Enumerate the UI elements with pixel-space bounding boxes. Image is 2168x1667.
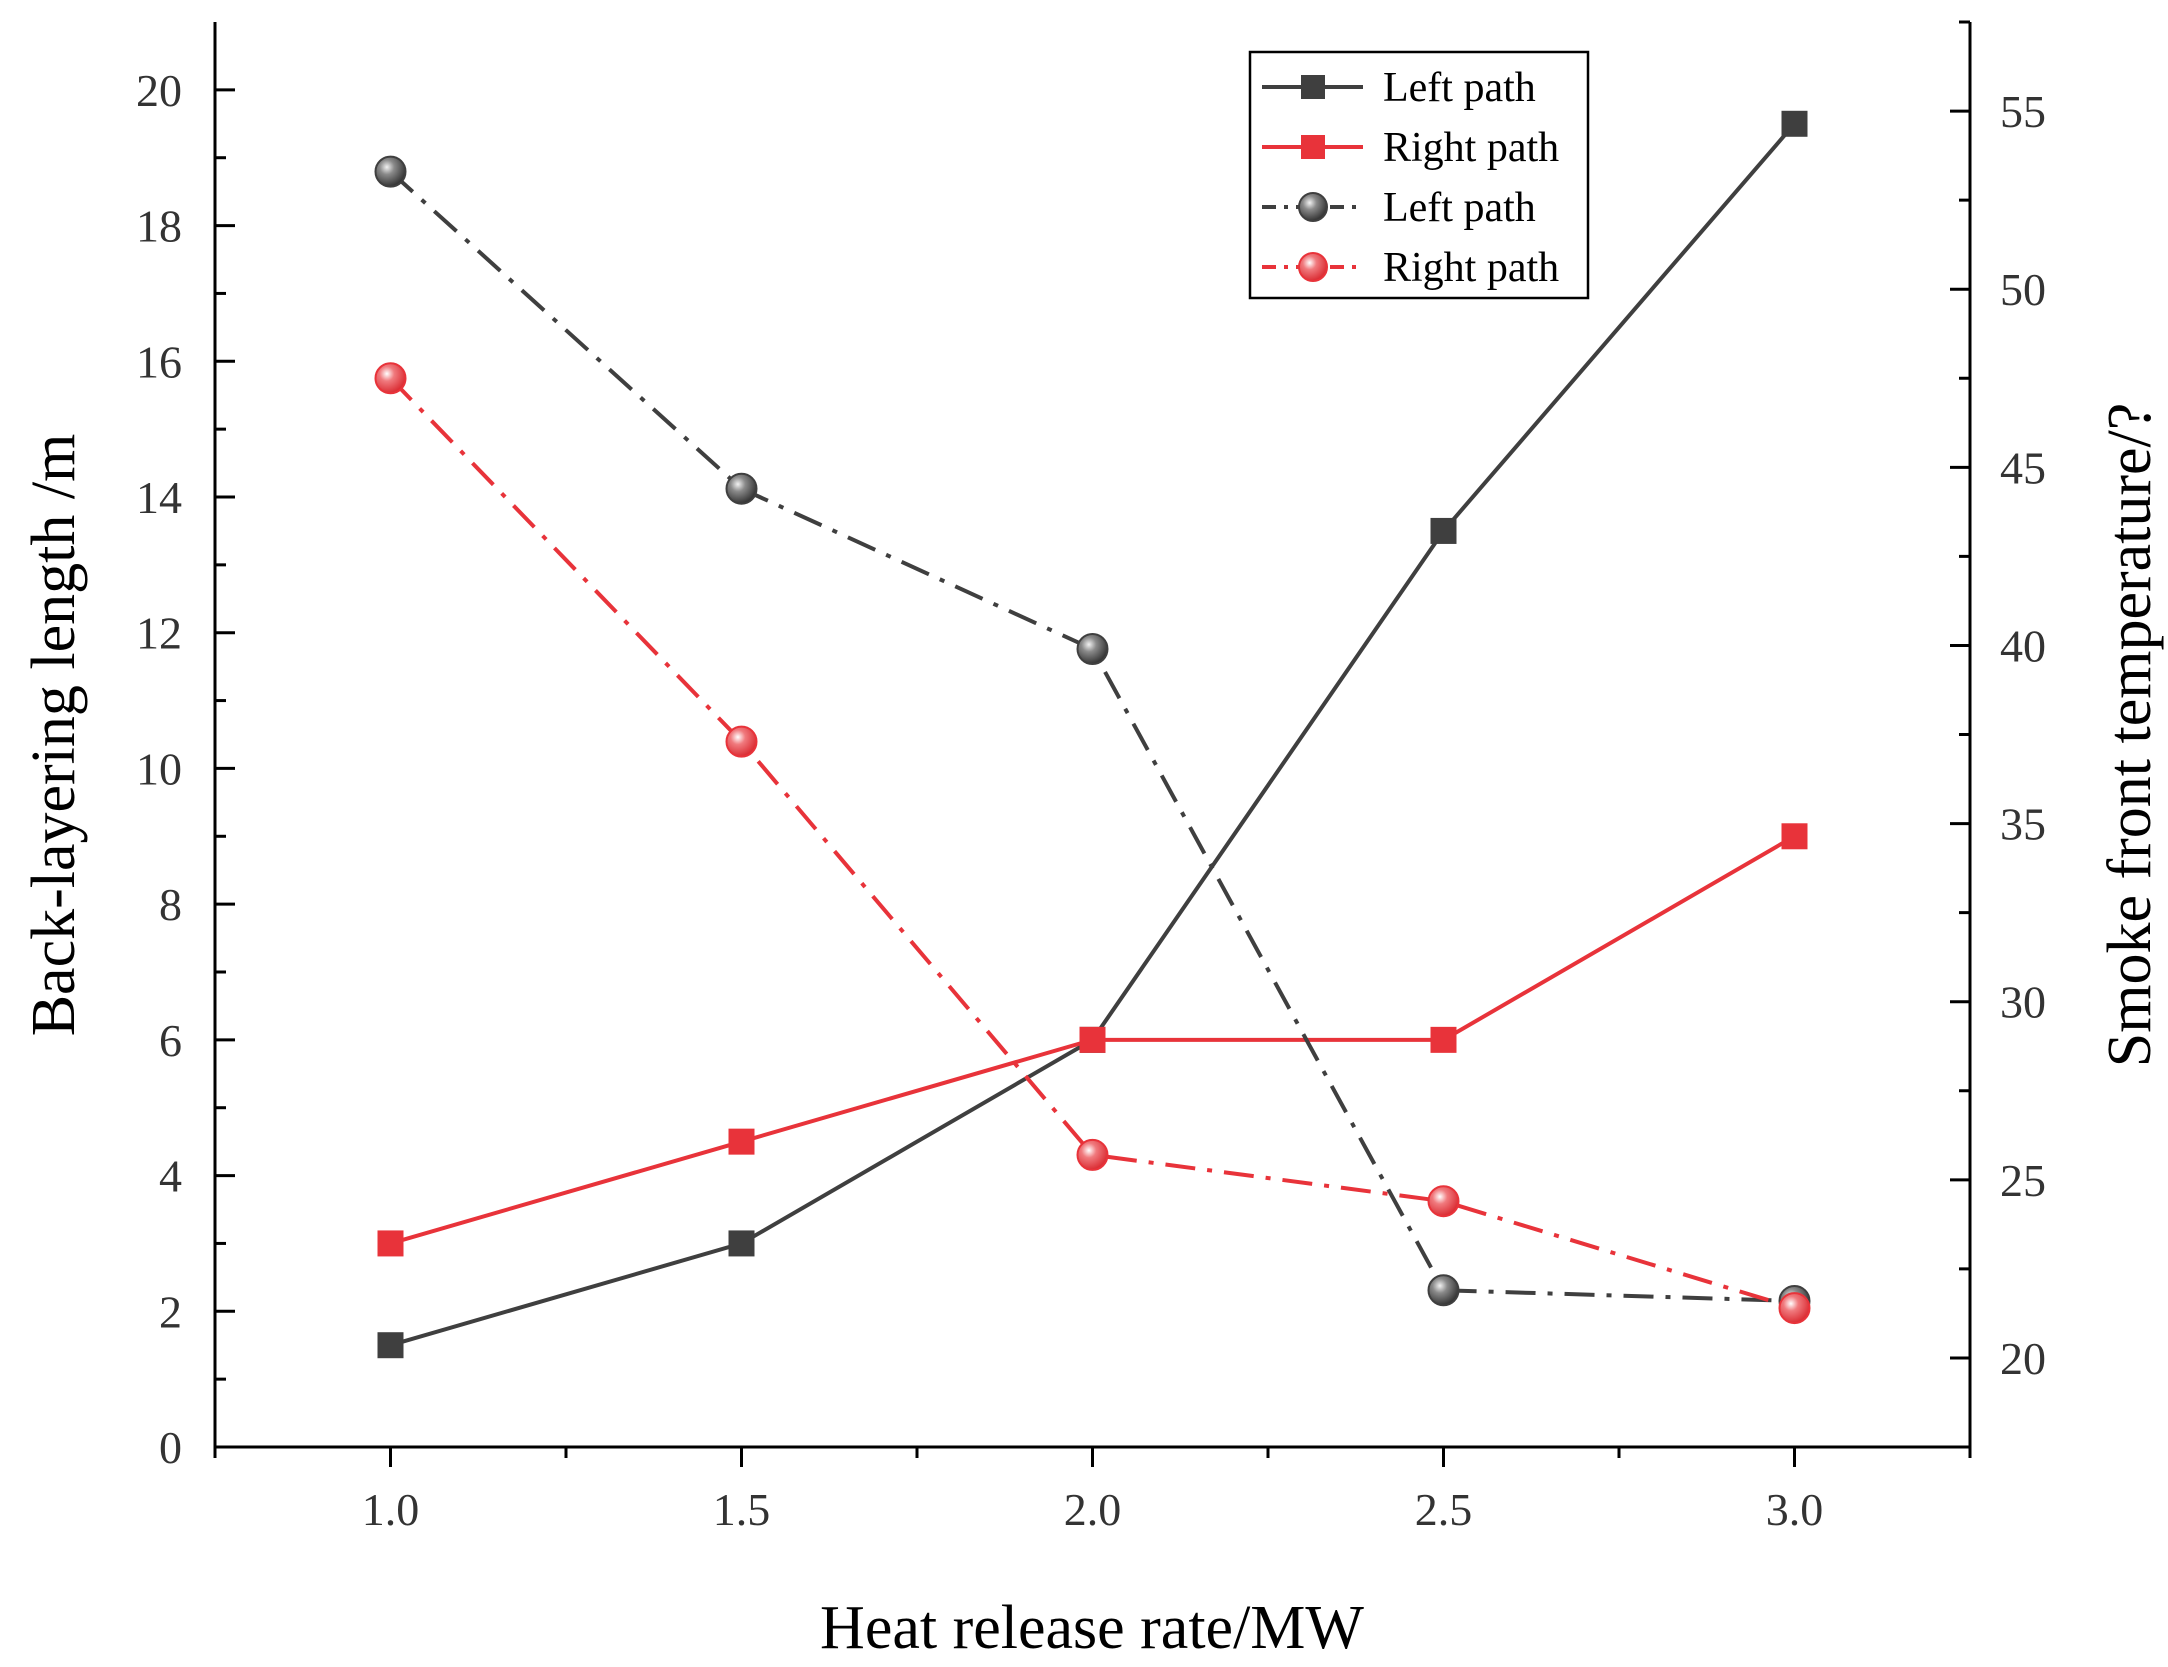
y2-tick-label: 55 [2000, 86, 2046, 137]
legend-item: Left path [1262, 185, 1536, 231]
y2-tick-label: 30 [2000, 977, 2046, 1028]
y-tick-label: 8 [159, 879, 182, 930]
series-2-left [377, 823, 1808, 1257]
y-tick-label: 16 [136, 336, 182, 387]
legend-label: Right path [1383, 125, 1559, 171]
data-point [1427, 1185, 1460, 1218]
x-tick-label: 1.0 [362, 1484, 420, 1535]
data-point [728, 1230, 755, 1257]
legend-marker [1298, 192, 1328, 222]
x-tick-label: 1.5 [713, 1484, 771, 1535]
series-1-left [377, 110, 1808, 1359]
legend: Left path Right path Left path Right path [1248, 50, 1590, 300]
y2-tick-label: 50 [2000, 264, 2046, 315]
y2-ticks: 20 25 30 35 40 45 50 55 [1950, 20, 2046, 1449]
y2-tick-label: 25 [2000, 1155, 2046, 1206]
series-layer [374, 110, 1811, 1359]
legend-marker [1301, 135, 1325, 159]
data-point [1778, 1292, 1811, 1325]
data-point [374, 155, 407, 188]
y2-tick-label: 35 [2000, 799, 2046, 850]
data-point [1427, 1274, 1460, 1307]
data-point [728, 1128, 755, 1155]
y-tick-label: 0 [159, 1422, 182, 1473]
y-ticks: 0 2 4 6 8 10 12 14 16 18 20 [136, 65, 235, 1473]
x-tick-label: 2.0 [1064, 1484, 1122, 1535]
y-axis-title: Back-layering length /m [20, 434, 88, 1037]
data-point [1076, 633, 1109, 665]
y2-tick-label: 45 [2000, 442, 2046, 493]
y-tick-label: 10 [136, 743, 182, 794]
data-point [1430, 1026, 1457, 1053]
data-point [1781, 110, 1808, 137]
data-point [1079, 1026, 1106, 1053]
y-tick-label: 4 [159, 1151, 182, 1202]
plot-area [213, 22, 1972, 1449]
series-line [389, 170, 1795, 1303]
data-point [1430, 517, 1457, 544]
y-tick-label: 14 [136, 472, 182, 523]
data-point [374, 362, 407, 395]
series-4-right [374, 362, 1811, 1325]
series-3-right [374, 155, 1811, 1317]
y2-tick-label: 20 [2000, 1333, 2046, 1384]
data-point [1076, 1138, 1109, 1171]
legend-label: Left path [1383, 185, 1536, 231]
legend-marker [1298, 252, 1328, 282]
legend-item: Left path [1262, 65, 1536, 111]
legend-label: Right path [1383, 245, 1559, 291]
data-point [377, 1332, 404, 1359]
legend-item: Right path [1262, 245, 1559, 291]
legend-label: Left path [1383, 65, 1536, 111]
data-point [1781, 823, 1808, 850]
x-tick-label: 3.0 [1766, 1484, 1824, 1535]
y2-tick-label: 40 [2000, 620, 2046, 671]
data-point [377, 1230, 404, 1257]
y-tick-label: 2 [159, 1286, 182, 1337]
x-axis-title: Heat release rate/MW [820, 1594, 1364, 1662]
x-ticks: 1.0 1.5 2.0 2.5 3.0 [213, 1447, 1972, 1535]
data-point [725, 472, 758, 505]
y-tick-label: 20 [136, 65, 182, 116]
y-tick-label: 6 [159, 1015, 182, 1066]
data-point [725, 725, 758, 758]
x-tick-label: 2.5 [1415, 1484, 1473, 1535]
y-tick-label: 18 [136, 201, 182, 252]
legend-item: Right path [1262, 125, 1559, 171]
y2-axis-title: Smoke front temperature/? [2096, 403, 2164, 1068]
legend-marker [1301, 75, 1325, 99]
y-tick-label: 12 [136, 608, 182, 659]
